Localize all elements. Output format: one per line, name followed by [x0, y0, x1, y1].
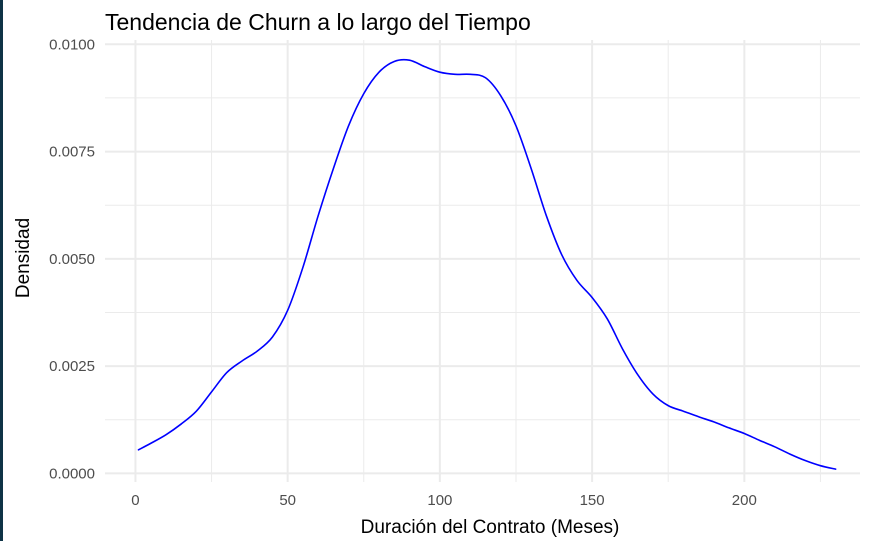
x-tick-labels: 0 50 100 150 200 [131, 492, 757, 509]
series-group [137, 58, 837, 470]
y-tick-label: 0.0025 [49, 358, 95, 375]
y-axis-label: Densidad [13, 218, 34, 298]
x-tick-label: 50 [279, 492, 296, 509]
x-axis-label: Duración del Contrato (Meses) [361, 517, 620, 538]
y-tick-label: 0.0075 [49, 144, 95, 161]
left-border-strip [0, 0, 3, 541]
x-tick-label: 0 [131, 492, 139, 509]
major-grid [105, 40, 860, 482]
x-tick-label: 200 [732, 492, 757, 509]
y-tick-label: 0.0050 [49, 251, 95, 268]
density-line [137, 58, 837, 470]
chart-title: Tendencia de Churn a lo largo del Tiempo [105, 9, 531, 35]
x-tick-label: 150 [580, 492, 605, 509]
y-tick-label: 0.0000 [49, 465, 95, 482]
y-tick-labels: 0.0000 0.0025 0.0050 0.0075 0.0100 [49, 36, 95, 482]
y-tick-label: 0.0100 [49, 36, 95, 53]
x-tick-label: 100 [427, 492, 452, 509]
minor-grid [105, 40, 860, 482]
